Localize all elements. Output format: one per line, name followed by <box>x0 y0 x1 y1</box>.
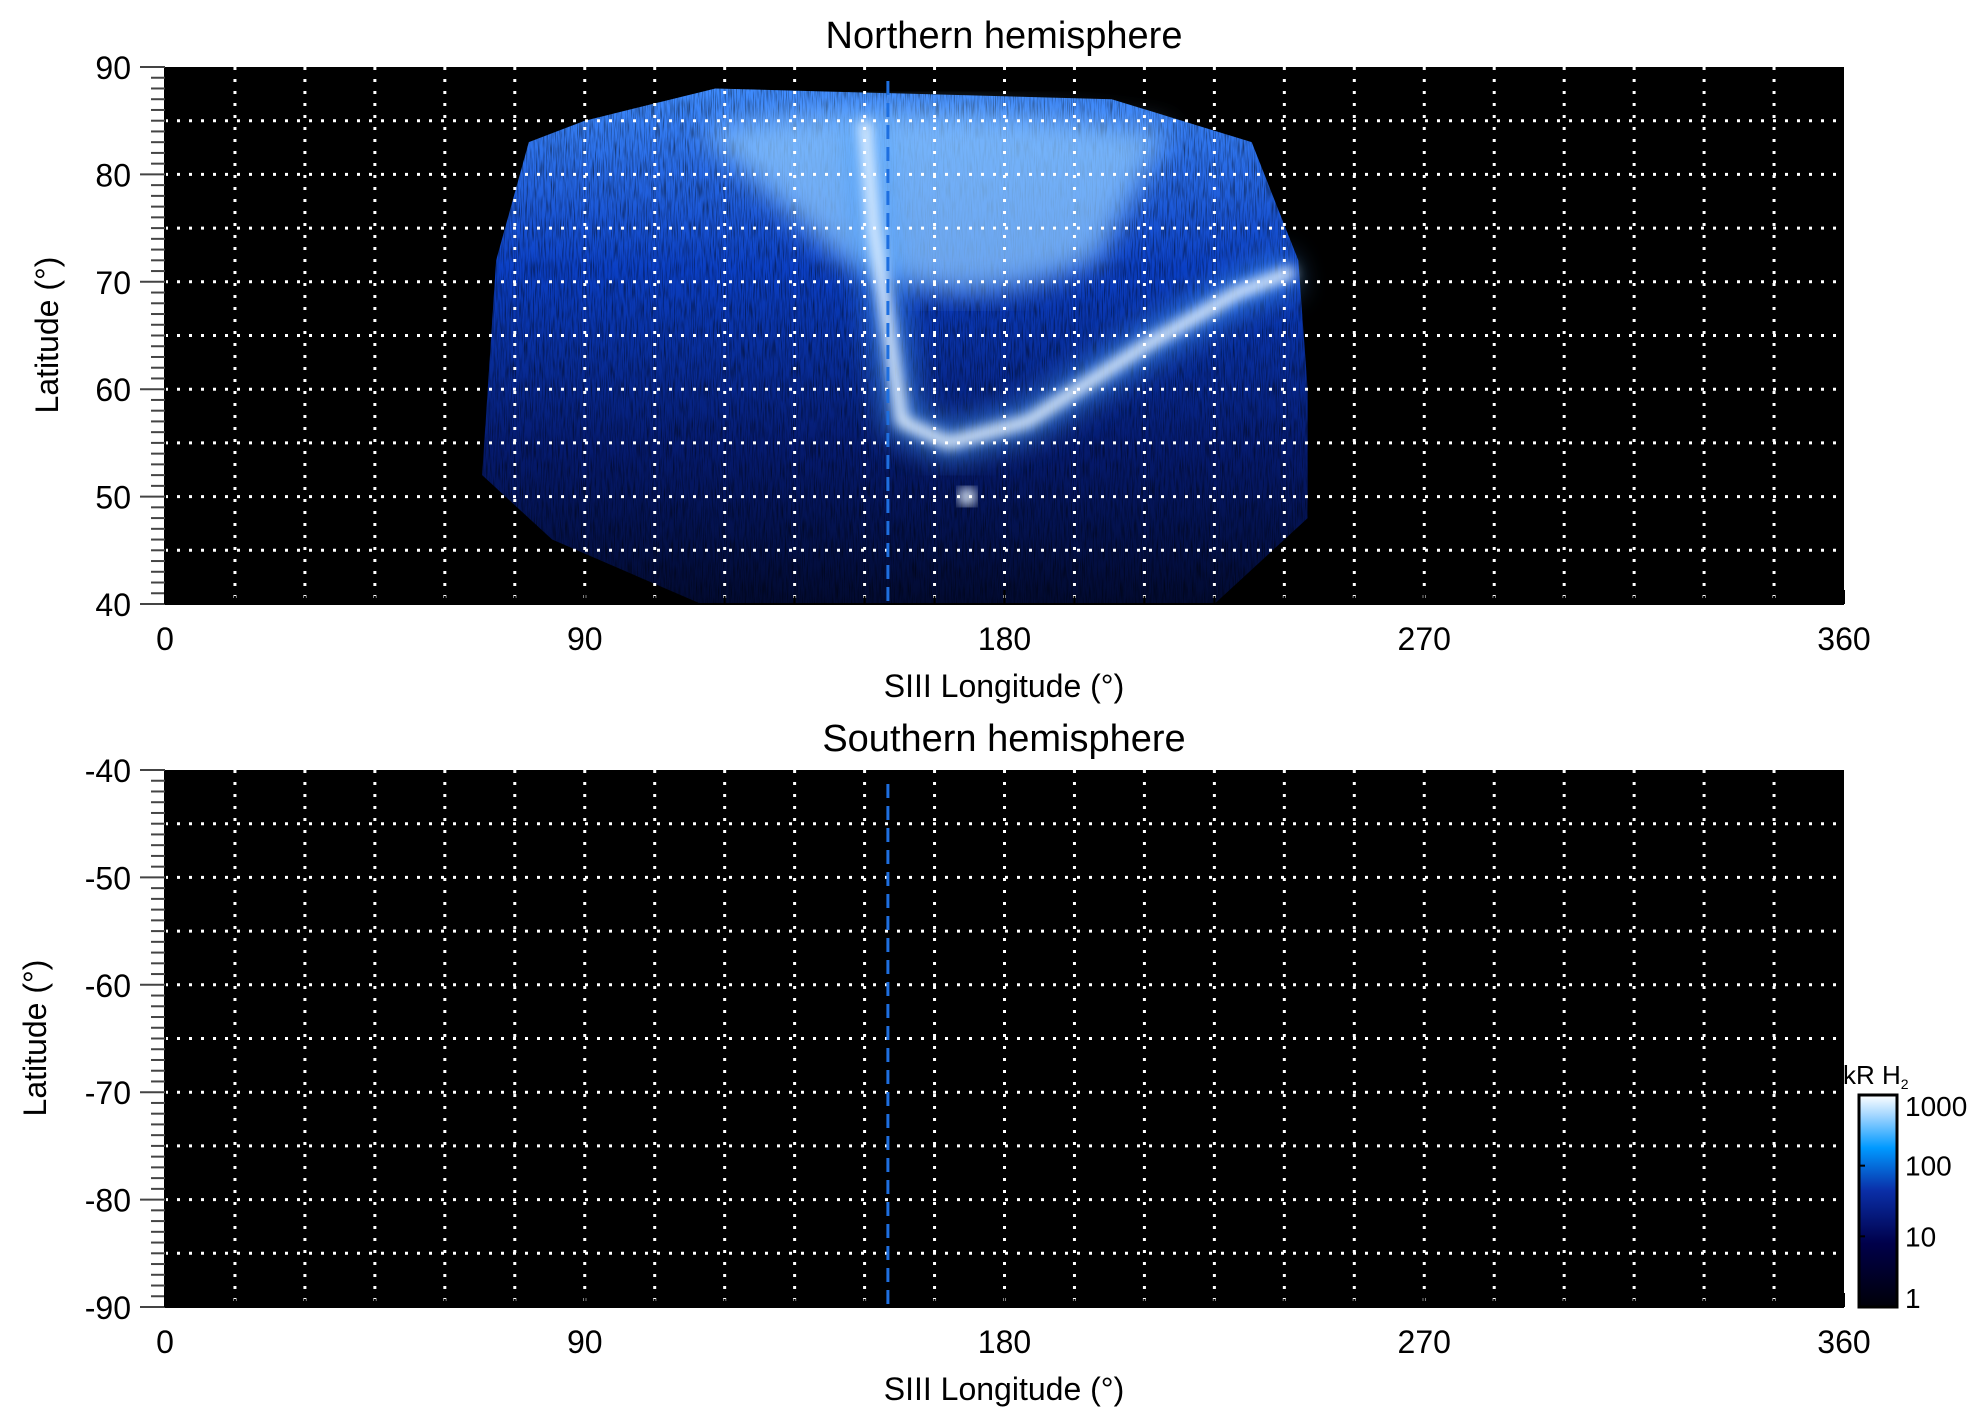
colorbar-tick-label: 10 <box>1905 1221 1936 1252</box>
southern-hemisphere-panel: Southern hemisphere 0 90 180 270 360 -40 -50 -6… <box>17 718 1871 1407</box>
colorbar-subscript: 2 <box>1901 1076 1909 1092</box>
x-tick-label: 360 <box>1817 621 1870 657</box>
colorbar-unit: kR H <box>1843 1060 1901 1090</box>
axes: 0 90 180 270 360 -40 -50 -60 -70 -80 -90 <box>85 753 1871 1360</box>
x-axis-label: SIII Longitude (°) <box>884 668 1124 704</box>
y-axis-label: Latitude (°) <box>29 257 65 414</box>
colorbar-gradient <box>1857 1093 1899 1309</box>
y-tick-label: -60 <box>85 968 131 1004</box>
northern-hemisphere-panel: Northern hemisphere 0 90 180 270 360 40 50 60 70… <box>29 15 1871 704</box>
y-tick-label: 90 <box>95 50 131 86</box>
colorbar-tick-label: 1000 <box>1905 1091 1967 1122</box>
panel-title: Northern hemisphere <box>826 15 1183 57</box>
main-oval <box>858 120 1296 449</box>
x-tick-label: 360 <box>1817 1324 1870 1360</box>
colorbar-label: kR H2 <box>1843 1060 1909 1092</box>
x-tick-label: 270 <box>1398 621 1451 657</box>
x-tick-label: 180 <box>978 1324 1031 1360</box>
panel-title: Southern hemisphere <box>822 718 1185 760</box>
x-axis-label: SIII Longitude (°) <box>884 1371 1124 1407</box>
colorbar-tick-label: 100 <box>1905 1151 1952 1182</box>
y-tick-label: -70 <box>85 1075 131 1111</box>
colorbar-tick-label: 1 <box>1905 1283 1921 1314</box>
x-tick-label: 90 <box>567 621 603 657</box>
y-tick-label: 60 <box>95 372 131 408</box>
y-tick-label: 70 <box>95 265 131 301</box>
x-tick-label: 0 <box>156 1324 174 1360</box>
y-axis-label: Latitude (°) <box>17 960 53 1117</box>
y-tick-label: 40 <box>95 587 131 623</box>
y-tick-label: 50 <box>95 480 131 516</box>
y-tick-label: -90 <box>85 1290 131 1326</box>
aurora-emission <box>482 88 1308 604</box>
x-tick-label: 0 <box>156 621 174 657</box>
y-tick-label: 80 <box>95 157 131 193</box>
colorbar: kR H2 1 10 100 1000 <box>1843 1060 1967 1314</box>
plot-area <box>165 770 1844 1307</box>
x-tick-label: 90 <box>567 1324 603 1360</box>
axes: 0 90 180 270 360 40 50 60 70 80 90 <box>95 50 1870 657</box>
y-tick-label: -40 <box>85 753 131 789</box>
x-tick-label: 180 <box>978 621 1031 657</box>
y-tick-label: -80 <box>85 1183 131 1219</box>
bright-spot <box>958 487 977 506</box>
x-tick-label: 270 <box>1398 1324 1451 1360</box>
y-tick-label: -50 <box>85 860 131 896</box>
